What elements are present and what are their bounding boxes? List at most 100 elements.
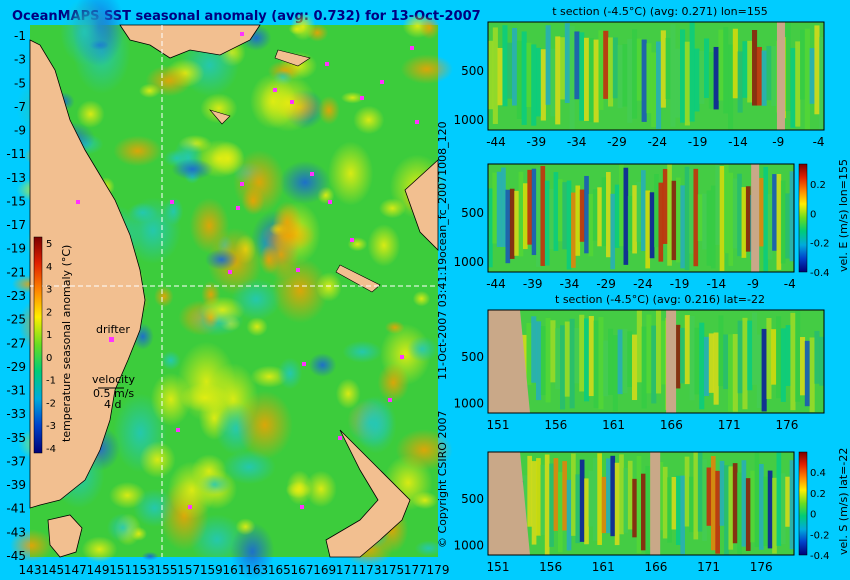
section-cell <box>562 182 567 250</box>
section-cell <box>724 164 729 254</box>
lat-tick-label: -45 <box>6 549 26 563</box>
section-cell <box>785 476 790 527</box>
section-cell <box>665 37 671 100</box>
section-cell <box>646 314 652 394</box>
anomaly-blob <box>150 372 192 427</box>
section-cell <box>732 178 738 249</box>
section-cell <box>763 166 769 272</box>
section-cell <box>804 340 810 407</box>
section-cell <box>622 44 628 107</box>
section-cell <box>632 334 638 401</box>
panel-x-tick: -39 <box>523 277 543 291</box>
section-cell <box>612 37 618 99</box>
section-cell <box>756 334 762 409</box>
section-cell <box>702 193 707 250</box>
lat-tick-label: -31 <box>6 384 26 398</box>
section-cell <box>718 315 724 387</box>
anomaly-blob <box>279 160 331 204</box>
section-cell <box>680 475 686 555</box>
section-cell <box>505 189 511 264</box>
new-britain-land <box>274 49 311 67</box>
section-cell <box>562 461 567 531</box>
lat-tick-label: -21 <box>6 265 26 279</box>
lon-tick-label: 147 <box>64 563 87 577</box>
panel-colorbar-tick: 0 <box>810 209 816 220</box>
panel-x-tick: 171 <box>697 560 720 574</box>
section-cell <box>646 43 652 114</box>
section-cell <box>671 180 677 261</box>
panel-x-tick: -39 <box>527 135 547 149</box>
section-cell <box>732 28 738 99</box>
section-cell <box>710 185 716 269</box>
lon-tick-label: 151 <box>109 563 132 577</box>
section-cell <box>662 168 668 244</box>
fiji-land <box>404 159 439 251</box>
section-cell <box>800 337 806 396</box>
section-cell <box>579 189 585 242</box>
map-colorbar <box>33 236 43 454</box>
panel-x-tick: -24 <box>633 277 653 291</box>
anomaly-blob <box>318 95 340 125</box>
section-cell <box>704 38 710 98</box>
run-id-text: ocean_fc_20071008_120 <box>436 121 449 258</box>
section-cell <box>809 48 815 104</box>
lat-tick-label: -5 <box>14 76 26 90</box>
section-cell <box>557 179 563 242</box>
anomaly-blob <box>353 105 385 135</box>
section-cell <box>536 47 542 117</box>
lat-tick-label: -11 <box>6 147 26 161</box>
section-cell <box>555 328 561 390</box>
section-cell <box>526 322 532 385</box>
section-cell <box>641 39 647 122</box>
section-cell <box>645 190 651 269</box>
section-cell <box>571 453 576 536</box>
section-cell <box>776 173 782 270</box>
section-cell <box>540 464 546 535</box>
section-cell <box>718 29 724 101</box>
panel-x-tick: -34 <box>567 135 587 149</box>
section-cell <box>785 193 790 259</box>
anomaly-blob <box>81 536 118 563</box>
panel-y-tick: 500 <box>461 492 484 506</box>
section-cell <box>606 172 611 258</box>
panel-x-tick: 176 <box>750 560 773 574</box>
drifter-marker <box>410 46 414 50</box>
lon-tick-label: 175 <box>381 563 404 577</box>
anomaly-blob <box>342 340 383 363</box>
anomaly-blob <box>235 518 256 536</box>
drifter-markers <box>76 32 419 509</box>
section-cell <box>627 38 633 123</box>
lon-tick-label: 155 <box>155 563 178 577</box>
section-cell <box>667 164 672 266</box>
drifter-marker <box>380 80 384 84</box>
section-cell <box>789 460 795 550</box>
map-colorbar-tick: 5 <box>46 239 52 250</box>
panel-y-tick: 500 <box>461 206 484 220</box>
anomaly-blob <box>160 350 181 370</box>
section-cell <box>536 167 541 267</box>
section-cell <box>540 165 546 266</box>
drifter-marker <box>296 268 300 272</box>
lat-tick-label: -37 <box>6 454 26 468</box>
section-cell <box>522 183 528 250</box>
drifter-legend-label: drifter <box>96 323 130 336</box>
section-cell <box>571 192 576 268</box>
section-cell <box>737 51 743 113</box>
anomaly-blob <box>180 383 230 413</box>
drifter-marker <box>310 172 314 176</box>
section-cell <box>566 180 572 270</box>
section-cell <box>680 327 686 384</box>
section-cell <box>544 454 550 555</box>
lon-tick-label: 161 <box>223 563 246 577</box>
section-cell <box>617 45 623 109</box>
section-cell <box>671 476 677 530</box>
section-cell <box>518 171 524 257</box>
section-cell <box>527 169 533 245</box>
section-cell <box>763 476 769 547</box>
section-cell <box>693 168 699 267</box>
section-cell <box>741 187 747 258</box>
anomaly-blob <box>419 16 440 40</box>
panel-y-tick: 1000 <box>453 539 484 553</box>
lat-tick-label: -33 <box>6 407 26 421</box>
